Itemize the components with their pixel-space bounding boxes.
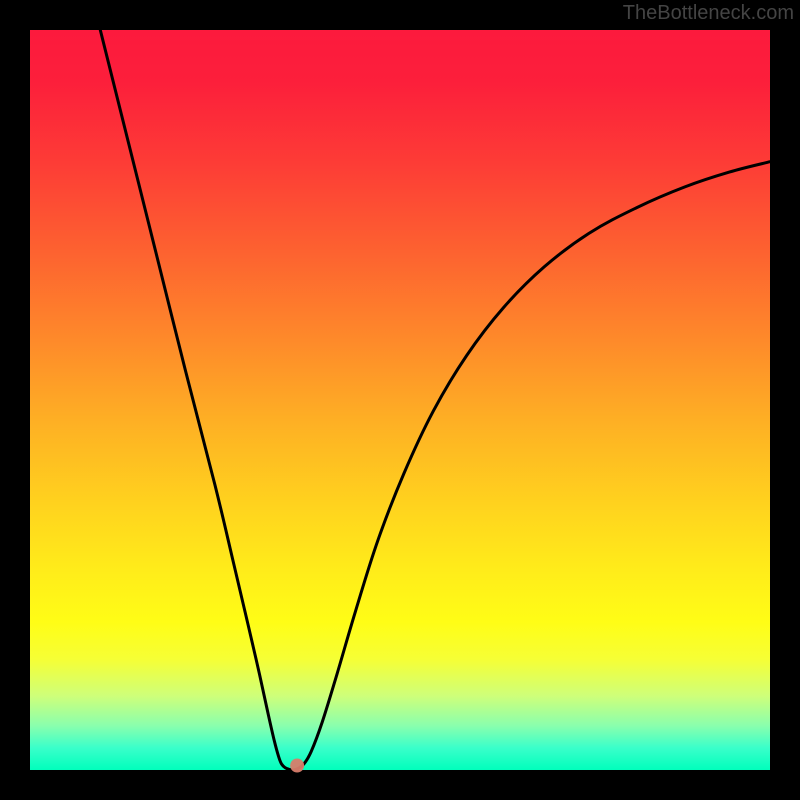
plot-area	[30, 30, 770, 770]
chart-container: TheBottleneck.com	[0, 0, 800, 800]
chart-background	[0, 0, 800, 800]
watermark-text: TheBottleneck.com	[623, 0, 800, 25]
